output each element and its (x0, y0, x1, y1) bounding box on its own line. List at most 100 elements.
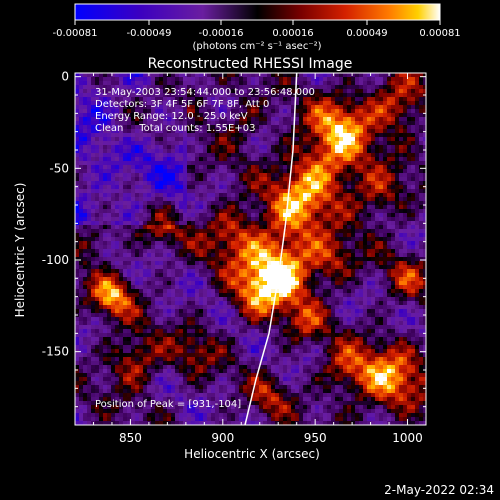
heatmap-cell (167, 121, 172, 126)
heatmap-cell (179, 345, 184, 350)
heatmap-cell (267, 309, 272, 314)
heatmap-cell (115, 389, 120, 394)
heatmap-cell (187, 121, 192, 126)
heatmap-cell (267, 277, 272, 282)
heatmap-cell (295, 293, 300, 298)
heatmap-cell (251, 385, 256, 390)
heatmap-cell (159, 241, 164, 246)
heatmap-cell (291, 173, 296, 178)
heatmap-cell (203, 329, 208, 334)
heatmap-cell (99, 333, 104, 338)
heatmap-cell (75, 393, 80, 398)
heatmap-cell (179, 149, 184, 154)
heatmap-cell (271, 285, 276, 290)
heatmap-cell (167, 93, 172, 98)
heatmap-cell (135, 377, 140, 382)
heatmap-cell (295, 209, 300, 214)
heatmap-cell (131, 113, 136, 118)
heatmap-cell (179, 197, 184, 202)
heatmap-cell (195, 369, 200, 374)
heatmap-cell (287, 421, 292, 425)
heatmap-cell (279, 77, 284, 82)
heatmap-cell (151, 353, 156, 358)
heatmap-cell (167, 253, 172, 258)
heatmap-cell (263, 373, 268, 378)
heatmap-cell (219, 397, 224, 402)
heatmap-cell (267, 289, 272, 294)
heatmap-cell (155, 101, 160, 106)
heatmap-cell (111, 381, 116, 386)
heatmap-cell (219, 105, 224, 110)
heatmap-cell (83, 393, 88, 398)
heatmap-cell (259, 305, 264, 310)
heatmap-cell (135, 421, 140, 425)
heatmap-cell (223, 101, 228, 106)
heatmap-cell (195, 217, 200, 222)
heatmap-cell (103, 325, 108, 330)
heatmap-cell (91, 81, 96, 86)
heatmap-cell (187, 217, 192, 222)
heatmap-cell (203, 201, 208, 206)
heatmap-cell (95, 281, 100, 286)
heatmap-cell (231, 185, 236, 190)
heatmap-cell (171, 221, 176, 226)
heatmap-cell (263, 205, 268, 210)
heatmap-cell (103, 89, 108, 94)
heatmap-cell (171, 405, 176, 410)
heatmap-cell (291, 329, 296, 334)
heatmap-cell (91, 241, 96, 246)
heatmap-cell (159, 217, 164, 222)
heatmap-cell (163, 377, 168, 382)
heatmap-cell (155, 125, 160, 130)
heatmap-cell (219, 209, 224, 214)
heatmap-cell (287, 389, 292, 394)
heatmap-cell (207, 333, 212, 338)
heatmap-cell (223, 161, 228, 166)
heatmap-cell (83, 185, 88, 190)
heatmap-cell (231, 357, 236, 362)
heatmap-cell (107, 381, 112, 386)
heatmap-cell (199, 293, 204, 298)
heatmap-cell (207, 209, 212, 214)
heatmap-cell (135, 357, 140, 362)
heatmap-cell (103, 361, 108, 366)
heatmap-cell (79, 413, 84, 418)
heatmap-cell (215, 109, 220, 114)
heatmap-cell (83, 217, 88, 222)
heatmap-cell (295, 301, 300, 306)
heatmap-cell (155, 317, 160, 322)
heatmap-cell (171, 241, 176, 246)
heatmap-cell (163, 341, 168, 346)
heatmap-cell (211, 157, 216, 162)
heatmap-cell (291, 421, 296, 425)
heatmap-cell (171, 333, 176, 338)
heatmap-cell (139, 209, 144, 214)
heatmap-cell (267, 249, 272, 254)
heatmap-cell (259, 101, 264, 106)
heatmap-cell (243, 117, 248, 122)
heatmap-cell (127, 269, 132, 274)
heatmap-cell (119, 269, 124, 274)
heatmap-cell (283, 393, 288, 398)
heatmap-cell (259, 373, 264, 378)
heatmap-cell (111, 325, 116, 330)
heatmap-cell (191, 281, 196, 286)
heatmap-cell (291, 385, 296, 390)
heatmap-cell (191, 333, 196, 338)
heatmap-cell (119, 225, 124, 230)
heatmap-cell (279, 317, 284, 322)
heatmap-cell (223, 113, 228, 118)
heatmap-cell (99, 133, 104, 138)
heatmap-cell (147, 345, 152, 350)
heatmap-cell (235, 297, 240, 302)
heatmap-cell (275, 197, 280, 202)
heatmap-cell (131, 409, 136, 414)
heatmap-cell (131, 405, 136, 410)
heatmap-cell (187, 145, 192, 150)
heatmap-cell (199, 141, 204, 146)
heatmap-cell (239, 109, 244, 114)
heatmap-cell (223, 353, 228, 358)
heatmap-cell (247, 249, 252, 254)
heatmap-cell (279, 393, 284, 398)
heatmap-cell (279, 137, 284, 142)
